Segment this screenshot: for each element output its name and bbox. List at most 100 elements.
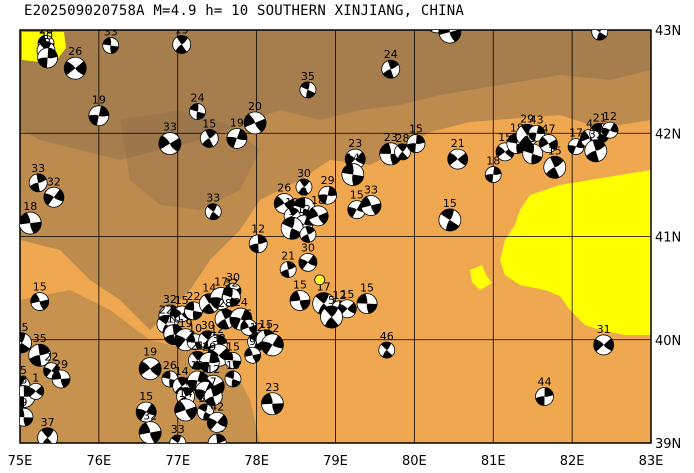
compressional-quadrant	[286, 261, 296, 270]
beachball-symbol	[381, 59, 401, 79]
compressional-quadrant	[548, 139, 558, 151]
depth-label: 21	[190, 339, 204, 352]
beachball-symbol	[484, 166, 502, 183]
compressional-quadrant	[29, 355, 42, 367]
latitude-tick-label: 42N	[655, 127, 681, 142]
beachball-symbol	[37, 427, 59, 443]
compressional-quadrant	[347, 302, 357, 314]
compressional-quadrant	[261, 341, 273, 355]
depth-label: 29	[321, 174, 335, 187]
compressional-quadrant	[298, 258, 308, 270]
beachball-symbol	[378, 341, 396, 359]
compressional-quadrant	[248, 324, 257, 335]
compressional-quadrant	[98, 105, 109, 117]
compressional-quadrant	[370, 203, 381, 215]
beachball-symbol	[226, 128, 248, 149]
beachball-symbol	[184, 301, 203, 321]
earthquake-mechanism: 37	[37, 416, 59, 443]
earthquake-mechanism: 33	[102, 30, 120, 54]
depth-label: 15	[548, 144, 562, 157]
compressional-quadrant	[139, 361, 151, 375]
compressional-quadrant	[205, 129, 217, 139]
beachball-symbol	[28, 343, 52, 367]
beachball-symbol	[20, 332, 32, 354]
compressional-quadrant	[298, 186, 309, 195]
compressional-quadrant	[288, 207, 299, 216]
compressional-quadrant	[191, 351, 204, 361]
beachball-symbol	[43, 186, 65, 208]
depth-label: 15	[33, 281, 47, 294]
compressional-quadrant	[300, 234, 311, 243]
compressional-quadrant	[20, 408, 25, 418]
depth-label: 18	[486, 155, 500, 168]
depth-label: 9	[20, 396, 27, 409]
compressional-quadrant	[290, 290, 301, 302]
compressional-quadrant	[457, 152, 468, 166]
earthquake-mechanism: 5	[320, 294, 343, 329]
beachball-symbol	[224, 370, 242, 388]
depth-label: 31	[597, 323, 611, 336]
graticule	[20, 30, 651, 443]
earthquake-mechanism: 6	[240, 307, 258, 336]
compressional-quadrant	[187, 379, 198, 391]
compressional-quadrant	[445, 219, 460, 231]
beachball-symbol	[280, 216, 304, 240]
beachball-symbol	[30, 292, 50, 311]
longitude-labels: 75E 76E 77E 78E 79E 80E 81E 82E 83E	[8, 454, 664, 469]
compressional-quadrant	[210, 387, 222, 397]
depth-label: 2	[300, 186, 307, 199]
compressional-quadrant	[210, 297, 222, 310]
compressional-quadrant	[209, 352, 220, 364]
beachball-symbol	[260, 333, 284, 357]
compressional-quadrant	[37, 344, 51, 356]
compressional-quadrant	[213, 381, 225, 395]
longitude-tick-label: 78E	[244, 454, 269, 469]
compressional-quadrant	[39, 299, 49, 310]
earthquake-mechanism: 33	[169, 423, 187, 443]
compressional-quadrant	[523, 143, 535, 154]
compressional-quadrant	[299, 299, 310, 311]
depth-label: 15	[175, 294, 189, 307]
depth-label: 35	[33, 332, 47, 345]
earthquake-mechanism: 32	[138, 410, 162, 443]
depth-label: 7	[304, 214, 311, 227]
depth-label: 21	[451, 137, 465, 150]
compressional-quadrant	[187, 334, 196, 343]
beachball-symbol	[438, 30, 462, 44]
depth-label: 6	[245, 307, 252, 320]
compressional-quadrant	[146, 403, 157, 416]
earthquake-mechanism: 30	[298, 241, 318, 272]
earthquake-mechanism: 10	[438, 30, 462, 44]
compressional-quadrant	[53, 189, 64, 202]
depth-label: 15	[340, 288, 354, 301]
compressional-quadrant	[387, 60, 399, 70]
compressional-quadrant	[176, 35, 188, 45]
compressional-quadrant	[272, 403, 284, 415]
beachball-symbol	[244, 346, 262, 364]
compressional-quadrant	[382, 69, 394, 79]
earthquake-mechanism: 32	[221, 276, 241, 307]
depth-label: 12	[206, 363, 220, 376]
beachball-symbol	[522, 143, 544, 165]
depth-label: 24	[384, 48, 398, 61]
map-frame	[19, 29, 652, 444]
compressional-quadrant	[485, 174, 494, 183]
beachball-symbol	[221, 288, 241, 307]
beachball-symbol	[360, 195, 382, 216]
compressional-quadrant	[299, 178, 310, 187]
compressional-quadrant	[240, 308, 252, 322]
earthquake-mechanism: 10	[163, 313, 185, 345]
earthquake-mechanism: 3	[280, 205, 304, 240]
depth-label: 18	[311, 194, 325, 207]
depth-label: 3	[529, 132, 536, 145]
compressional-quadrant	[397, 151, 408, 160]
earthquake-mechanism: 25	[591, 30, 609, 41]
beachball-symbol	[20, 211, 42, 235]
compressional-quadrant	[240, 320, 249, 331]
compressional-quadrant	[306, 89, 316, 98]
earthquake-mechanism: 44	[535, 376, 554, 406]
depth-label: 18	[23, 200, 37, 213]
compressional-quadrant	[586, 150, 600, 162]
beachball-symbol	[406, 134, 426, 153]
compressional-quadrant	[528, 132, 537, 142]
